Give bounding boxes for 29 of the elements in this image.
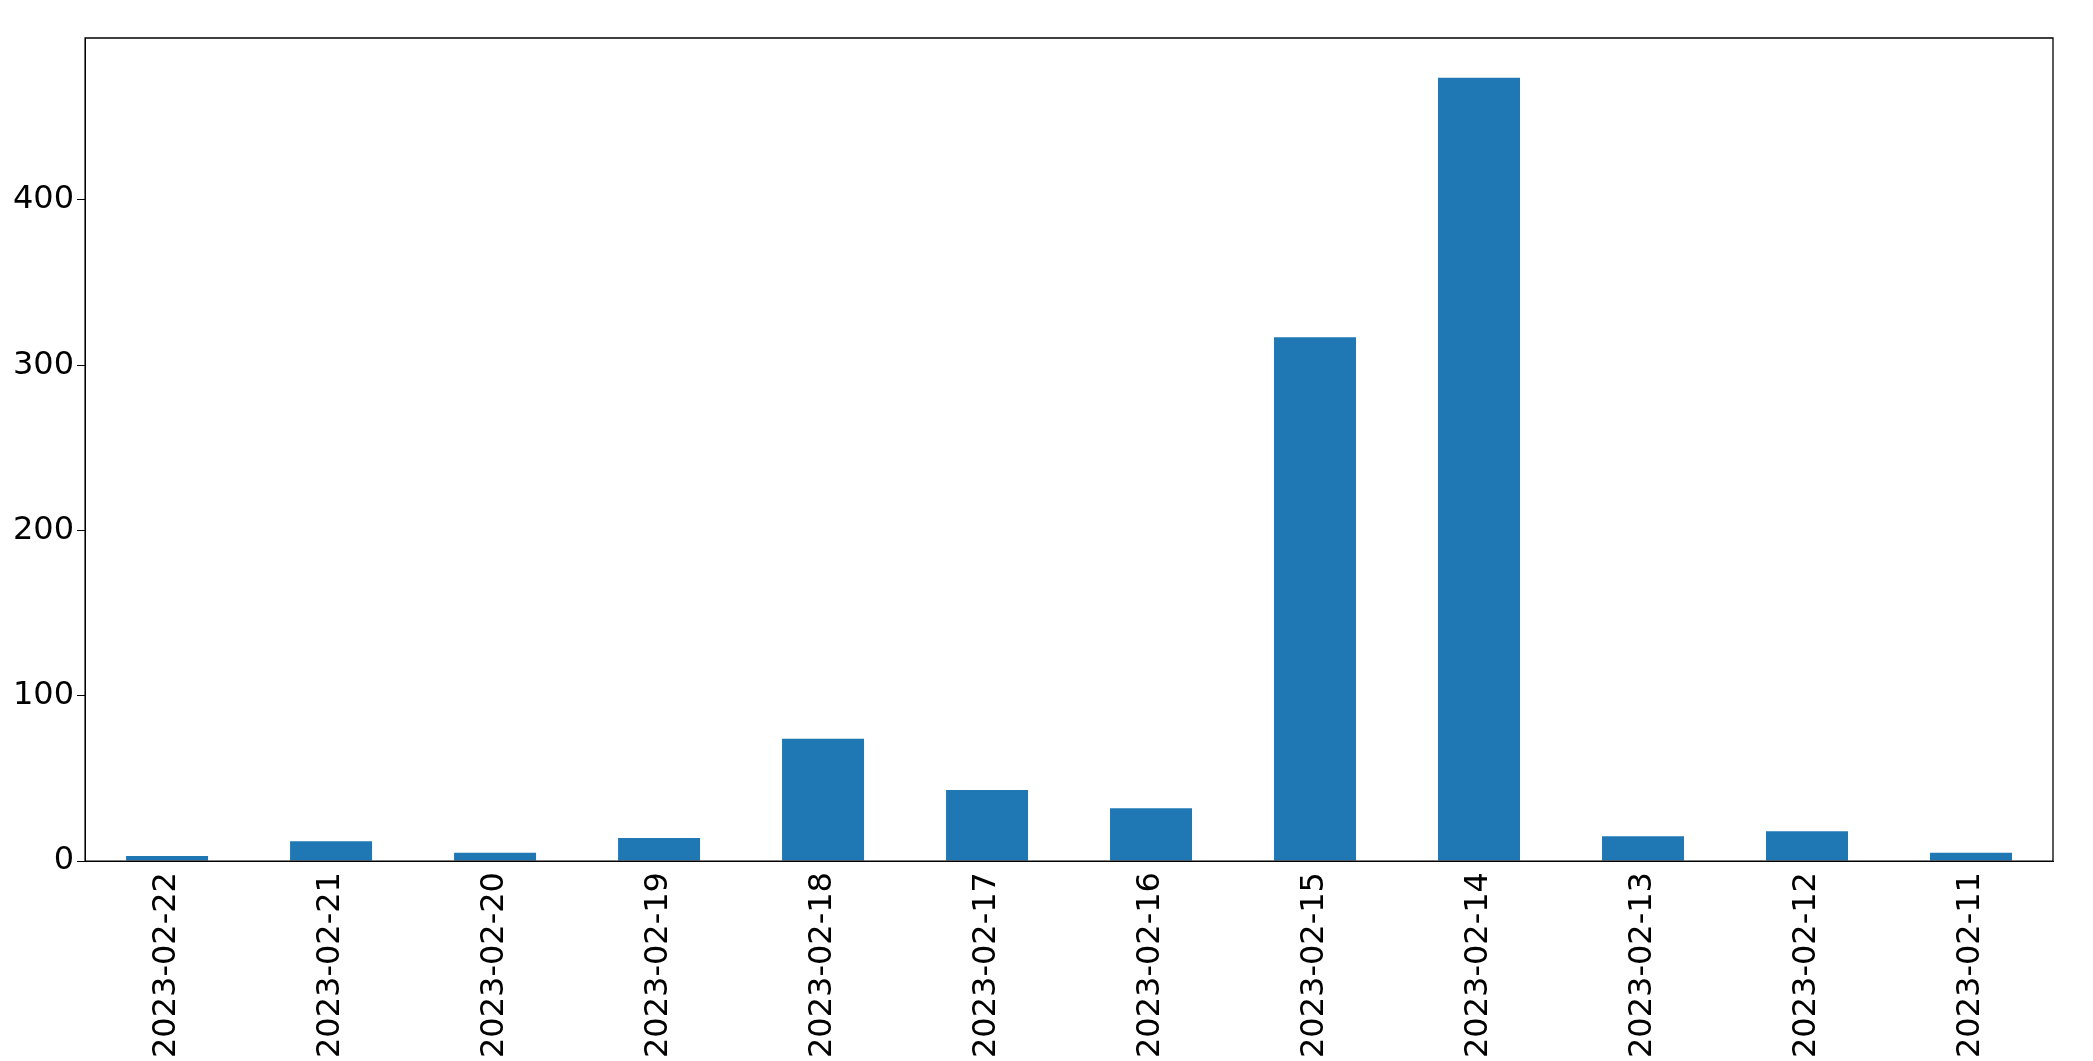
x-tick-label: 2023-02-13 — [1621, 872, 1660, 1058]
x-tick-label: 2023-02-11 — [1949, 872, 1988, 1058]
bar — [1602, 836, 1685, 861]
x-tick-label: 2023-02-17 — [965, 872, 1004, 1058]
y-tick-label: 100 — [13, 674, 75, 713]
x-tick-label: 2023-02-20 — [473, 872, 512, 1058]
y-tick-label: 300 — [13, 343, 75, 382]
y-tick-label: 400 — [13, 178, 75, 217]
x-tick-label: 2023-02-15 — [1293, 872, 1332, 1058]
x-tick-label: 2023-02-21 — [309, 872, 348, 1058]
x-tick-label: 2023-02-16 — [1129, 872, 1168, 1058]
x-tick-label: 2023-02-18 — [801, 872, 840, 1058]
bar — [126, 856, 209, 861]
bar — [1766, 831, 1849, 861]
bar — [1930, 852, 2012, 861]
bar — [618, 837, 701, 861]
x-tick-label: 2023-02-19 — [637, 872, 676, 1058]
bar — [290, 841, 373, 861]
bar — [454, 852, 537, 861]
x-tick-label: 2023-02-22 — [145, 872, 184, 1058]
bar — [1274, 337, 1357, 861]
bar — [946, 789, 1029, 861]
x-tick-label: 2023-02-14 — [1457, 872, 1496, 1058]
x-tick-label: 2023-02-12 — [1785, 872, 1824, 1058]
y-tick-label: 200 — [13, 508, 75, 547]
bar — [782, 738, 865, 861]
y-tick-label: 0 — [53, 839, 75, 878]
bar — [1438, 77, 1521, 861]
bar — [1110, 808, 1193, 861]
